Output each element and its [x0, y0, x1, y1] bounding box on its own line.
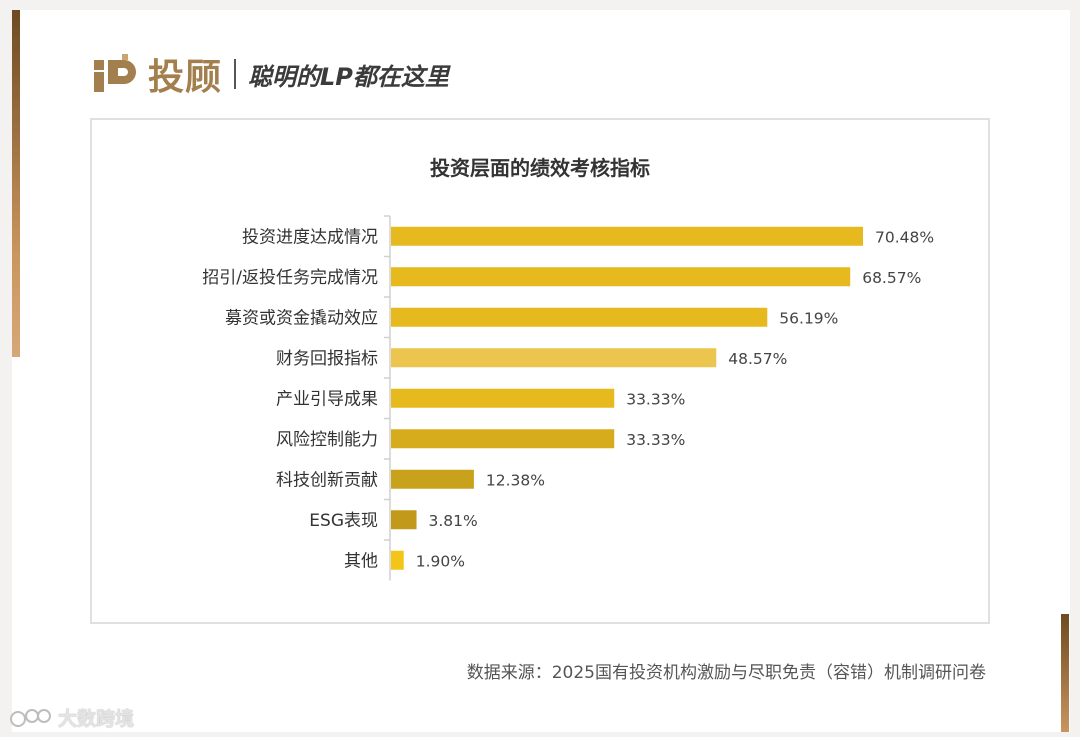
data-label: 1.90%: [416, 552, 465, 570]
category-label: 招引/返投任务完成情况: [202, 268, 378, 288]
category-label: 科技创新贡献: [276, 470, 378, 490]
logo-icon: [94, 54, 136, 92]
bar: [391, 469, 474, 489]
data-source: 数据来源：2025国有投资机构激励与尽职免责（容错）机制调研问卷: [466, 663, 986, 683]
bar: [391, 510, 417, 530]
watermark: 大数跨境: [10, 704, 134, 731]
left-accent-bar: [12, 10, 20, 357]
data-label: 48.57%: [728, 350, 787, 368]
header: 投顾 聪明的LP都在这里: [92, 46, 449, 102]
bar: [391, 550, 404, 570]
category-label: 投资进度达成情况: [242, 227, 378, 247]
bar: [391, 348, 717, 368]
bar: [391, 388, 615, 408]
category-label: 其他: [344, 551, 378, 571]
header-divider: [234, 59, 237, 89]
bar: [391, 307, 768, 327]
category-label: 产业引导成果: [276, 389, 378, 409]
logo-text: 投顾: [148, 57, 223, 98]
watermark-icon: [10, 708, 51, 727]
logo: 投顾: [92, 48, 222, 100]
bar: [391, 267, 851, 287]
bar: [391, 226, 863, 246]
data-label: 12.38%: [486, 471, 545, 489]
watermark-text: 大数跨境: [58, 708, 135, 730]
chart-title: 投资层面的绩效考核指标: [430, 156, 650, 180]
bar: [391, 429, 615, 449]
right-accent-bar: [1061, 614, 1069, 732]
data-label: 3.81%: [429, 512, 478, 530]
data-label: 70.48%: [875, 228, 934, 246]
slogan: 聪明的LP都在这里: [248, 62, 449, 91]
category-label: 财务回报指标: [276, 349, 378, 369]
category-label: 募资或资金撬动效应: [225, 308, 378, 328]
data-label: 68.57%: [862, 269, 921, 287]
data-label: 33.33%: [626, 431, 685, 449]
category-label: 风险控制能力: [276, 430, 378, 450]
category-label: ESG表现: [309, 511, 378, 531]
data-label: 56.19%: [779, 309, 838, 327]
data-label: 33.33%: [626, 390, 685, 408]
chart-container: [90, 118, 990, 624]
